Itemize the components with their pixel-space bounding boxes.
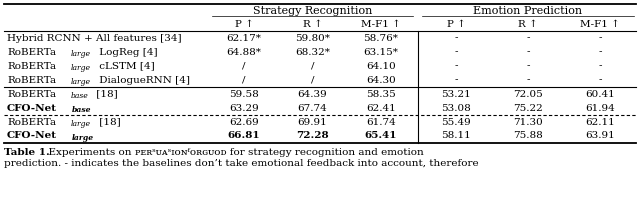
Text: 75.22: 75.22 <box>513 104 543 113</box>
Text: base: base <box>72 106 91 114</box>
Text: 61.94: 61.94 <box>585 104 615 113</box>
Text: RoBERTa: RoBERTa <box>7 117 56 126</box>
Text: large: large <box>70 78 90 86</box>
Text: 59.58: 59.58 <box>229 89 259 98</box>
Text: 69.91: 69.91 <box>298 117 328 126</box>
Text: [18]: [18] <box>96 117 121 126</box>
Text: 58.76*: 58.76* <box>364 34 398 43</box>
Text: M-F1 ↑: M-F1 ↑ <box>361 20 401 29</box>
Text: 75.88: 75.88 <box>513 131 543 141</box>
Text: large: large <box>70 120 90 128</box>
Text: /: / <box>311 76 314 85</box>
Text: /: / <box>243 61 246 70</box>
Text: -: - <box>526 48 530 56</box>
Text: 55.49: 55.49 <box>441 117 471 126</box>
Text: Experiments on ᴘᴇʀˢᴜᴀˢɪᴏɴᶠᴏʀɢᴜᴏᴅ for strategy recognition and emotion: Experiments on ᴘᴇʀˢᴜᴀˢɪᴏɴᶠᴏʀɢᴜᴏᴅ for str… <box>42 148 424 157</box>
Text: 62.17*: 62.17* <box>227 34 262 43</box>
Text: RoBERTa: RoBERTa <box>7 61 56 70</box>
Text: -: - <box>598 76 602 85</box>
Text: 58.11: 58.11 <box>441 131 471 141</box>
Text: -: - <box>598 48 602 56</box>
Text: CFO-Net: CFO-Net <box>7 104 57 113</box>
Text: -: - <box>526 34 530 43</box>
Text: [18]: [18] <box>93 89 118 98</box>
Text: 63.15*: 63.15* <box>364 48 398 56</box>
Text: 64.39: 64.39 <box>298 89 328 98</box>
Text: 72.28: 72.28 <box>296 131 329 141</box>
Text: prediction. - indicates the baselines don’t take emotional feedback into account: prediction. - indicates the baselines do… <box>4 159 479 168</box>
Text: 62.69: 62.69 <box>229 117 259 126</box>
Text: base: base <box>70 92 88 100</box>
Text: /: / <box>243 76 246 85</box>
Text: R ↑: R ↑ <box>303 20 323 29</box>
Text: -: - <box>526 61 530 70</box>
Text: 64.30: 64.30 <box>366 76 396 85</box>
Text: Emotion Prediction: Emotion Prediction <box>474 6 582 16</box>
Text: Hybrid RCNN + All features [34]: Hybrid RCNN + All features [34] <box>7 34 182 43</box>
Text: 61.74: 61.74 <box>366 117 396 126</box>
Text: 65.41: 65.41 <box>365 131 397 141</box>
Text: 53.21: 53.21 <box>441 89 471 98</box>
Text: 71.30: 71.30 <box>513 117 543 126</box>
Text: R ↑: R ↑ <box>518 20 538 29</box>
Text: 63.91: 63.91 <box>585 131 615 141</box>
Text: 72.05: 72.05 <box>513 89 543 98</box>
Text: P ↑: P ↑ <box>235 20 253 29</box>
Text: cLSTM [4]: cLSTM [4] <box>96 61 155 70</box>
Text: RoBERTa: RoBERTa <box>7 48 56 56</box>
Text: large: large <box>72 134 93 142</box>
Text: 62.11: 62.11 <box>585 117 615 126</box>
Text: -: - <box>454 61 458 70</box>
Text: Table 1.: Table 1. <box>4 148 50 157</box>
Text: -: - <box>598 61 602 70</box>
Text: 60.41: 60.41 <box>585 89 615 98</box>
Text: -: - <box>598 34 602 43</box>
Text: Strategy Recognition: Strategy Recognition <box>253 6 372 16</box>
Text: large: large <box>70 50 90 58</box>
Text: 53.08: 53.08 <box>441 104 471 113</box>
Text: /: / <box>311 61 314 70</box>
Text: RoBERTa: RoBERTa <box>7 89 56 98</box>
Text: -: - <box>454 34 458 43</box>
Text: -: - <box>454 48 458 56</box>
Text: 67.74: 67.74 <box>298 104 328 113</box>
Text: -: - <box>454 76 458 85</box>
Text: 64.10: 64.10 <box>366 61 396 70</box>
Text: 64.88*: 64.88* <box>227 48 262 56</box>
Text: LogReg [4]: LogReg [4] <box>96 48 158 56</box>
Text: 62.41: 62.41 <box>366 104 396 113</box>
Text: M-F1 ↑: M-F1 ↑ <box>580 20 620 29</box>
Text: RoBERTa: RoBERTa <box>7 76 56 85</box>
Text: 59.80*: 59.80* <box>295 34 330 43</box>
Text: -: - <box>526 76 530 85</box>
Text: CFO-Net: CFO-Net <box>7 131 57 141</box>
Text: 66.81: 66.81 <box>228 131 260 141</box>
Text: 58.35: 58.35 <box>366 89 396 98</box>
Text: large: large <box>70 64 90 72</box>
Text: P ↑: P ↑ <box>447 20 465 29</box>
Text: 68.32*: 68.32* <box>295 48 330 56</box>
Text: 63.29: 63.29 <box>229 104 259 113</box>
Text: DialogueRNN [4]: DialogueRNN [4] <box>96 76 190 85</box>
